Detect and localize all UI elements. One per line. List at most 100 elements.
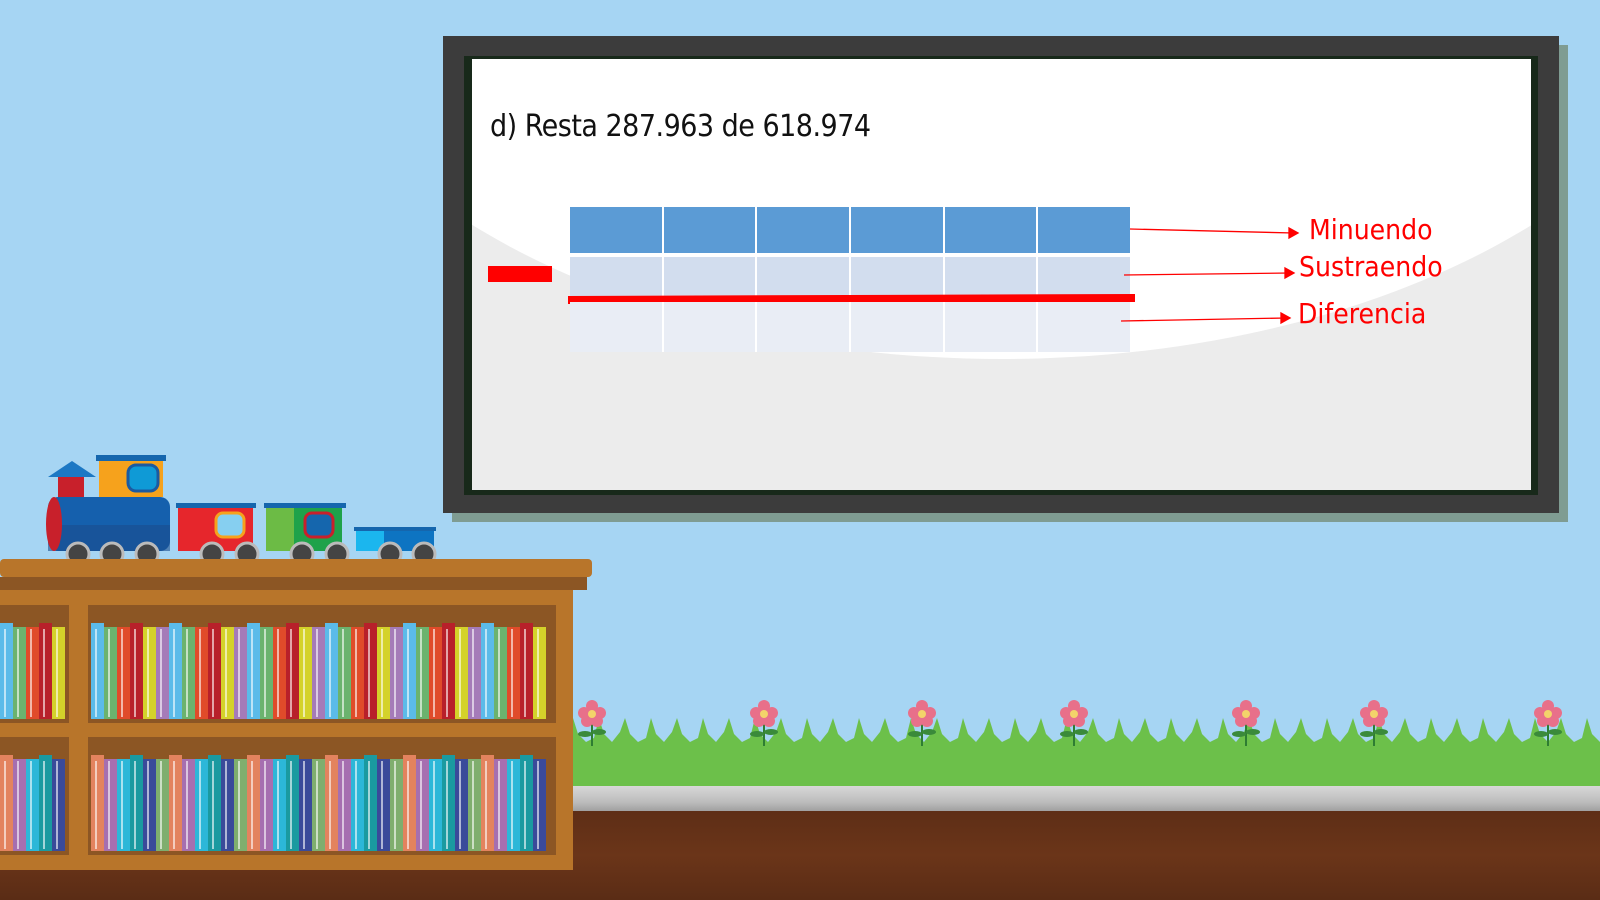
book	[117, 627, 130, 719]
flower-icon	[578, 700, 606, 746]
book	[325, 623, 338, 719]
table-cell	[663, 257, 758, 296]
book	[364, 755, 377, 851]
book	[442, 755, 455, 851]
book	[468, 759, 481, 851]
table-cell	[1038, 207, 1131, 253]
book	[403, 755, 416, 851]
book	[169, 623, 182, 719]
minuend-row	[570, 207, 1131, 253]
book	[455, 627, 468, 719]
book	[338, 627, 351, 719]
table-cell	[757, 257, 852, 296]
book	[468, 627, 481, 719]
book	[390, 759, 403, 851]
book	[13, 627, 26, 719]
table-cell	[944, 257, 1039, 296]
book	[39, 755, 52, 851]
book	[221, 759, 234, 851]
table-cell	[944, 302, 1039, 352]
book	[507, 759, 520, 851]
arrow-minuend	[1129, 228, 1295, 234]
book	[208, 755, 221, 851]
curb	[560, 786, 1600, 813]
bookshelf	[0, 455, 592, 870]
book	[26, 627, 39, 719]
book	[429, 759, 442, 851]
book	[234, 759, 247, 851]
book	[91, 755, 104, 851]
book	[377, 759, 390, 851]
book	[494, 759, 507, 851]
book	[507, 627, 520, 719]
difference-row	[570, 302, 1131, 352]
book	[104, 627, 117, 719]
book	[455, 759, 468, 851]
book	[260, 759, 273, 851]
book	[533, 759, 546, 851]
book	[286, 755, 299, 851]
book	[104, 759, 117, 851]
arrow-difference	[1120, 317, 1287, 322]
table-cell	[944, 207, 1039, 253]
book	[299, 627, 312, 719]
flower-icon	[750, 700, 778, 746]
slide: d) Resta 287.963 de 618.974 Minuendo Sus…	[472, 59, 1531, 490]
book	[39, 623, 52, 719]
label-minuendo: Minuendo	[1309, 213, 1433, 246]
book	[481, 623, 494, 719]
book	[377, 627, 390, 719]
book	[182, 627, 195, 719]
table-cell	[851, 257, 945, 296]
book	[351, 627, 364, 719]
book	[338, 759, 351, 851]
table-cell	[663, 302, 758, 352]
book	[52, 627, 65, 719]
book	[195, 627, 208, 719]
book	[273, 627, 286, 719]
book	[143, 627, 156, 719]
book	[286, 623, 299, 719]
exercise-title: d) Resta 287.963 de 618.974	[490, 109, 871, 144]
book	[26, 759, 39, 851]
book	[195, 759, 208, 851]
flower-icon	[908, 700, 936, 746]
flower-icon	[1060, 700, 1088, 746]
book	[390, 627, 403, 719]
table-cell	[570, 207, 664, 253]
flower-icon	[1232, 700, 1260, 746]
book	[234, 627, 247, 719]
table-cell	[663, 207, 758, 253]
label-arrows	[1120, 226, 1300, 325]
subtrahend-row	[570, 257, 1131, 296]
book	[13, 759, 26, 851]
grass	[560, 718, 1600, 788]
book	[247, 755, 260, 851]
book	[117, 759, 130, 851]
table-cell	[851, 302, 945, 352]
label-diferencia: Diferencia	[1298, 297, 1427, 330]
table-cell	[757, 302, 852, 352]
book	[91, 623, 104, 719]
table-cell	[1038, 257, 1131, 296]
book	[429, 627, 442, 719]
book	[0, 623, 13, 719]
book	[221, 627, 234, 719]
book	[351, 759, 364, 851]
book	[312, 759, 325, 851]
book	[299, 759, 312, 851]
book	[182, 759, 195, 851]
flower-icon	[1360, 700, 1388, 746]
flower-icon	[1534, 700, 1562, 746]
book	[416, 627, 429, 719]
book	[533, 627, 546, 719]
book	[403, 623, 416, 719]
book	[494, 627, 507, 719]
book	[364, 623, 377, 719]
label-sustraendo: Sustraendo	[1299, 250, 1443, 283]
book	[312, 627, 325, 719]
book	[0, 755, 13, 851]
book	[325, 755, 338, 851]
book	[208, 623, 221, 719]
book	[247, 623, 260, 719]
